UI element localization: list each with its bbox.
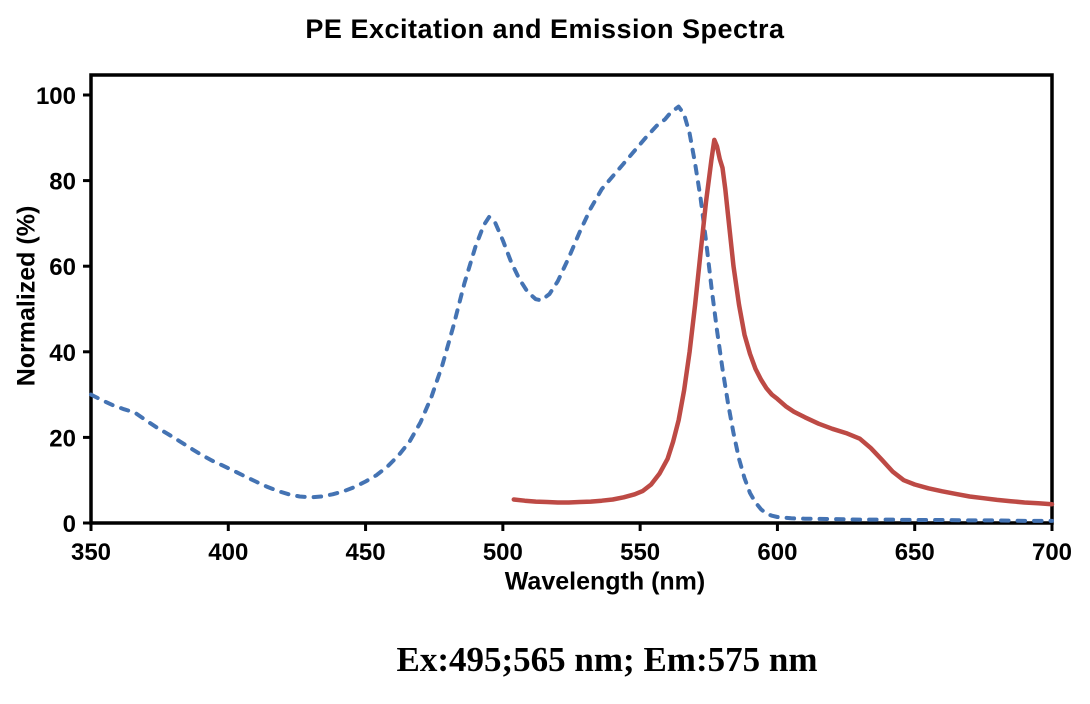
x-tick-label: 350 [71,539,111,566]
x-tick-label: 700 [1032,539,1072,566]
y-tick-label: 100 [36,83,76,110]
x-tick-label: 650 [895,539,935,566]
y-tick-label: 20 [49,425,76,452]
x-tick-label: 600 [757,539,797,566]
y-axis-title: Normalized (%) [12,205,41,387]
spectra-caption: Ex:495;565 nm; Em:575 nm [396,640,818,679]
plot-area: 350 400 450 500 550 600 650 700 0 20 40 60 80 100 [36,73,1072,566]
x-tick-label: 450 [346,539,386,566]
x-axis-title: Wavelength (nm) [504,567,706,596]
y-tick-label: 40 [49,340,76,367]
plot-border [89,73,1054,525]
chart-title: PE Excitation and Emission Spectra [305,14,785,44]
y-tick-label: 60 [49,254,76,281]
y-tick-label: 0 [63,511,76,538]
x-tick-label: 400 [208,539,248,566]
y-tick-label: 80 [49,169,76,196]
excitation-curve [89,104,1054,523]
x-tick-label: 500 [483,539,523,566]
x-tick-label: 550 [620,539,660,566]
emission-curve [511,137,1055,507]
